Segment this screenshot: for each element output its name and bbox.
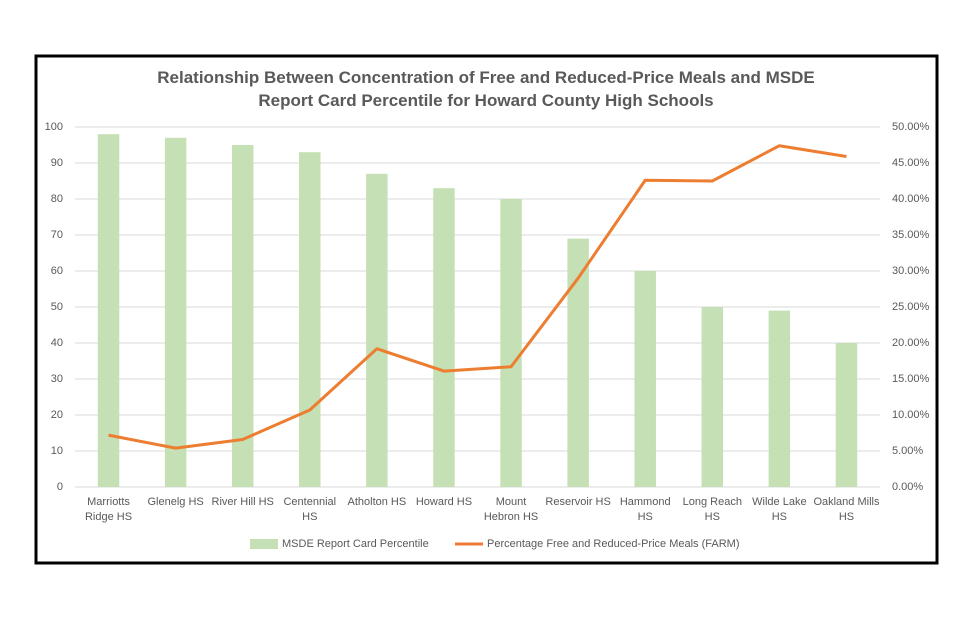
bar: [97, 134, 120, 487]
y2-tick-label: 40.00%: [892, 193, 930, 205]
x-tick-label: Howard HS: [415, 496, 473, 508]
x-tick-label: Reservoir HS: [545, 496, 611, 508]
y-tick-label: 100: [45, 121, 63, 133]
bar: [768, 310, 791, 487]
y2-tick-label: 30.00%: [892, 265, 930, 277]
y-tick-label: 30: [51, 373, 63, 385]
x-tick-label: Wilde Lake HS: [752, 496, 807, 523]
y-tick-label: 0: [57, 481, 63, 493]
y-tick-label: 50: [51, 301, 63, 313]
x-tick-label: Long Reach HS: [682, 496, 742, 523]
y2-tick-label: 45.00%: [892, 157, 930, 169]
y-tick-label: 10: [51, 445, 63, 457]
bar: [164, 137, 187, 488]
line: [108, 144, 847, 450]
bar: [231, 145, 254, 487]
x-tick-label: Marriotts Ridge HS: [84, 496, 133, 523]
x-tick-label: River Hill HS: [211, 496, 274, 508]
x-tick-label: Mount Hebron HS: [483, 496, 539, 523]
x-tick-label: Hammond HS: [619, 496, 671, 523]
legend-label: Percentage Free and Reduced-Price Meals …: [487, 538, 740, 550]
y-tick-label: 20: [51, 409, 63, 421]
y-tick-label: 40: [51, 337, 63, 349]
bar: [835, 343, 858, 487]
x-tick-label: Oakland Mills HS: [813, 496, 880, 523]
y2-tick-label: 50.00%: [892, 121, 930, 133]
legend-label: MSDE Report Card Percentile: [282, 538, 429, 550]
bar: [433, 188, 455, 487]
y2-tick-label: 20.00%: [892, 337, 930, 349]
bar: [567, 238, 589, 487]
bar: [366, 173, 388, 488]
chart-title: Relationship Between Concentration of Fr…: [157, 68, 815, 110]
x-tick-label: Centennial HS: [283, 496, 337, 523]
bar: [701, 307, 724, 487]
legend-swatch: [250, 539, 278, 549]
y-tick-label: 90: [51, 157, 63, 169]
y2-tick-label: 0.00%: [892, 481, 923, 493]
y2-tick-label: 10.00%: [892, 409, 930, 421]
x-tick-label: Atholton HS: [347, 496, 407, 508]
bar: [634, 271, 656, 487]
bar: [500, 199, 522, 487]
x-tick-label: Glenelg HS: [147, 496, 204, 508]
y2-tick-label: 35.00%: [892, 229, 930, 241]
y2-tick-label: 15.00%: [892, 373, 930, 385]
y-tick-label: 70: [51, 229, 63, 241]
y2-tick-label: 25.00%: [892, 301, 930, 313]
bar: [299, 152, 321, 487]
y-tick-label: 80: [51, 193, 63, 205]
y2-tick-label: 5.00%: [892, 445, 923, 457]
y-tick-label: 60: [51, 265, 63, 277]
